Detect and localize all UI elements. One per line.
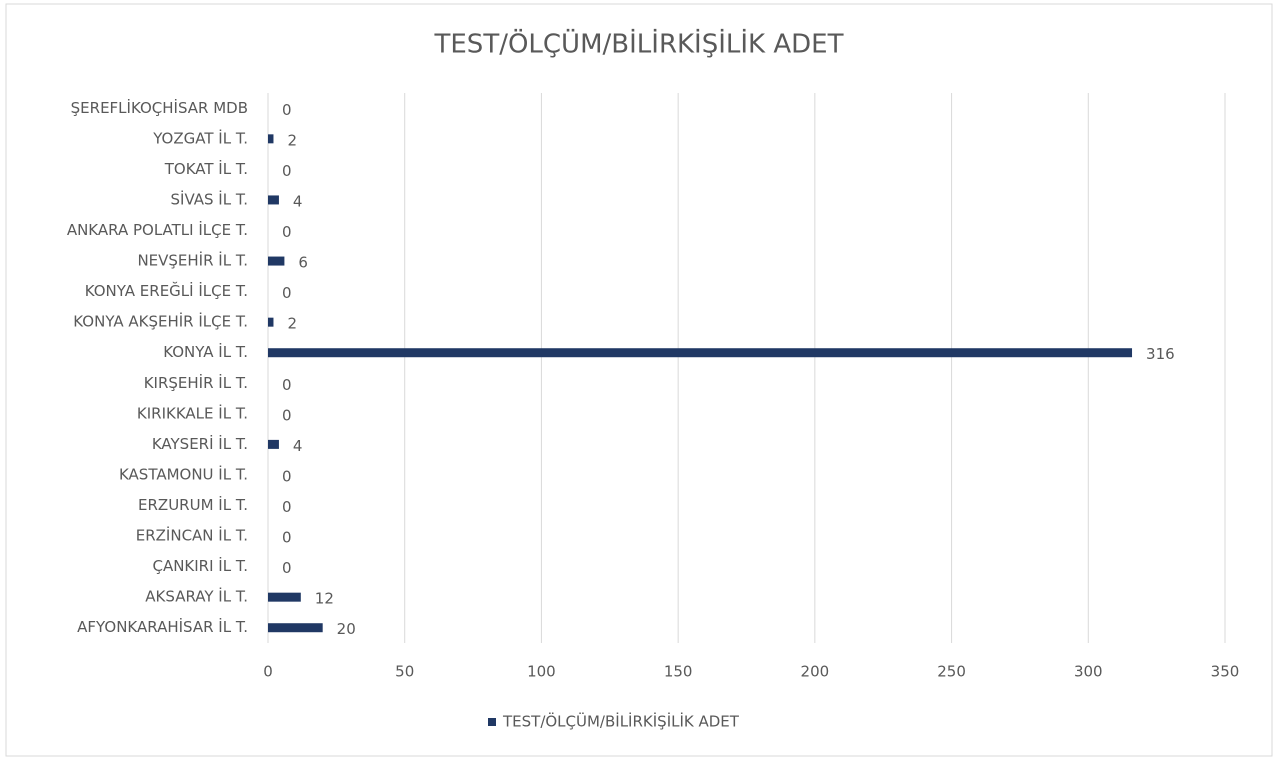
data-label: 4 [293,192,303,210]
y-tick-label: AKSARAY İL T. [145,587,248,606]
y-tick-label: KONYA İL T. [163,342,248,361]
data-label: 6 [298,254,308,272]
data-label: 0 [282,498,292,516]
data-label: 12 [315,590,334,608]
y-tick-label: KIRŞEHİR İL T. [144,373,248,392]
data-label: 4 [293,437,303,455]
bar [268,195,279,205]
y-tick-label: NEVŞEHİR İL T. [137,251,248,270]
bar [268,439,279,449]
y-tick-label: KONYA AKŞEHİR İLÇE T. [73,312,248,331]
x-tick-label: 250 [937,663,966,681]
data-label: 316 [1146,345,1175,363]
bar [268,592,301,602]
data-label: 20 [337,620,356,638]
y-tick-label: ANKARA POLATLI İLÇE T. [67,220,248,239]
y-tick-label: YOZGAT İL T. [152,128,248,147]
data-label: 0 [282,376,292,394]
bar [268,348,1133,358]
y-tick-label: TOKAT İL T. [164,159,248,178]
data-label: 0 [282,406,292,424]
bar [268,134,274,144]
bar [268,256,285,266]
x-tick-label: 200 [801,663,830,681]
y-tick-label: ERZİNCAN İL T. [136,526,248,545]
data-label: 2 [287,131,297,149]
y-tick-label: KAYSERİ İL T. [152,434,248,453]
y-tick-label: KASTAMONU İL T. [119,464,248,483]
y-tick-label: ERZURUM İL T. [138,495,248,514]
bar [268,623,323,633]
data-label: 0 [282,529,292,547]
chart-title: TEST/ÖLÇÜM/BİLİRKİŞİLİK ADET [434,28,844,60]
x-tick-label: 0 [263,663,273,681]
y-tick-label: ÇANKIRI İL T. [152,556,248,575]
chart-border [5,3,1273,757]
data-label: 0 [282,284,292,302]
legend-swatch [488,718,496,726]
data-label: 0 [282,223,292,241]
y-tick-label: KIRIKKALE İL T. [137,403,248,422]
x-tick-label: 350 [1211,663,1240,681]
y-tick-label: AFYONKARAHİSAR İL T. [77,617,248,636]
x-tick-label: 50 [395,663,414,681]
data-label: 0 [282,467,292,485]
data-label: 0 [282,559,292,577]
y-tick-label: KONYA EREĞLİ İLÇE T. [85,281,248,300]
legend-label: TEST/ÖLÇÜM/BİLİRKİŞİLİK ADET [502,712,740,731]
data-label: 0 [282,162,292,180]
data-label: 0 [282,101,292,119]
y-tick-label: ŞEREFLİKOÇHİSAR MDB [71,98,248,117]
x-tick-label: 100 [527,663,556,681]
x-tick-label: 150 [664,663,693,681]
data-label: 2 [287,315,297,333]
y-tick-label: SİVAS İL T. [171,189,249,208]
bar [268,317,274,327]
x-tick-label: 300 [1074,663,1103,681]
